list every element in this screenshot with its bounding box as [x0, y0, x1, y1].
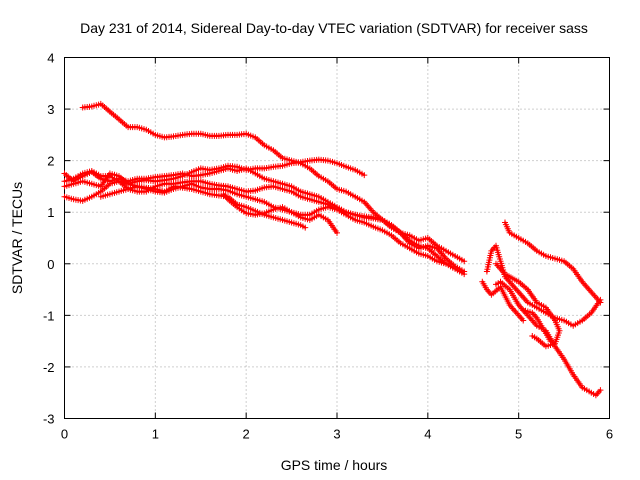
data-point [461, 268, 468, 275]
series-track-e [61, 170, 468, 275]
series-track-l [479, 278, 527, 324]
data-point [547, 338, 554, 345]
data-point [597, 296, 604, 303]
data-point [529, 332, 536, 339]
series-track-g [97, 183, 309, 231]
y-tick-label: 2 [47, 154, 54, 169]
data-point [461, 258, 468, 265]
y-tick-label: -1 [43, 308, 55, 323]
y-axis-label: SDTVAR / TECUs [9, 182, 25, 294]
x-tick-label: 6 [606, 427, 613, 442]
x-tick-label: 5 [515, 427, 522, 442]
y-tick-label: 3 [47, 102, 54, 117]
x-tick-label: 4 [424, 427, 431, 442]
y-tick-label: 4 [47, 51, 54, 66]
series-track-a [79, 100, 468, 265]
x-tick-label: 3 [333, 427, 340, 442]
y-tick-label: 1 [47, 205, 54, 220]
axis-ticks: 0 1 2 3 4 5 6 -3 -2 -1 0 1 2 3 4 [43, 51, 613, 442]
data-point [361, 172, 368, 179]
data-point [302, 224, 309, 231]
series-track-h [502, 219, 604, 306]
data-point [334, 229, 340, 236]
y-tick-label: 0 [47, 257, 54, 272]
data-point [597, 387, 604, 394]
series-track-m [520, 307, 554, 345]
series-track-k [493, 260, 563, 350]
chart-title: Day 231 of 2014, Sidereal Day-to-day VTE… [80, 20, 588, 36]
data-point [520, 317, 527, 324]
y-tick-label: -2 [43, 360, 55, 375]
data-point [443, 260, 449, 267]
x-tick-label: 0 [61, 427, 68, 442]
x-axis-label: GPS time / hours [281, 457, 388, 473]
x-tick-label: 2 [243, 427, 250, 442]
data-series [61, 100, 604, 399]
y-tick-label: -3 [43, 412, 55, 427]
x-tick-label: 1 [152, 427, 159, 442]
